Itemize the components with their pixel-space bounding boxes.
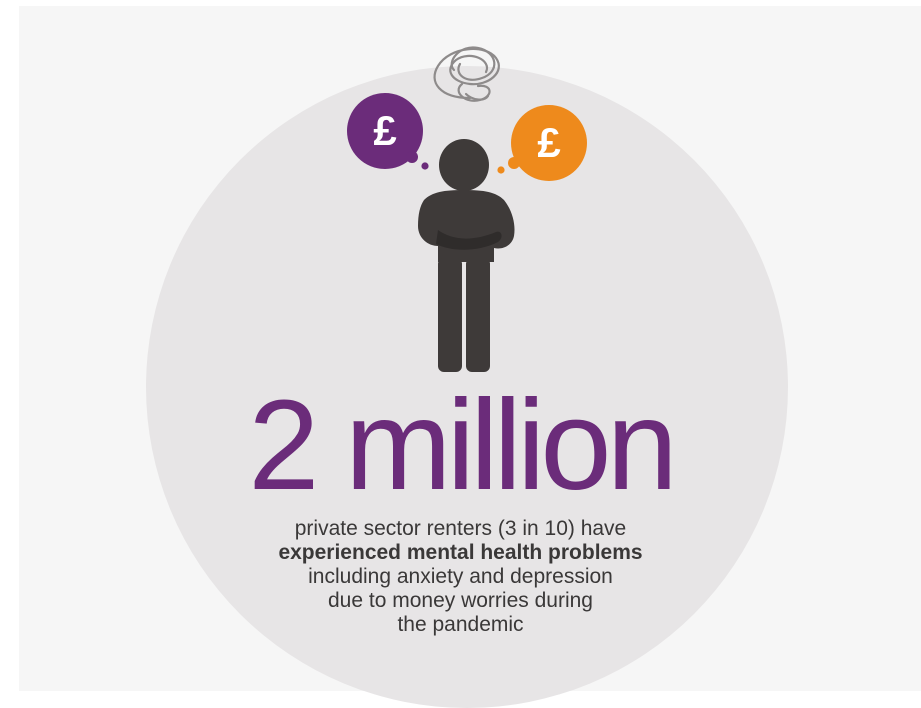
- caption-line: private sector renters (3 in 10) have: [294, 517, 627, 540]
- caption-line: due to money worries during: [328, 589, 593, 612]
- caption-line: the pandemic: [397, 613, 524, 636]
- pound-bubble-orange-icon: £: [497, 105, 587, 181]
- pound-bubble-purple-icon: £: [347, 93, 429, 170]
- headline-figure: 2 million: [248, 374, 678, 517]
- svg-text:£: £: [373, 107, 396, 154]
- caption-emphasis: experienced mental health problems: [278, 541, 643, 564]
- worry-scribble-icon: [433, 46, 500, 102]
- svg-text:£: £: [537, 119, 560, 166]
- worried-person-icon: [418, 139, 515, 372]
- caption: private sector renters (3 in 10) have ex…: [0, 517, 921, 637]
- caption-line: including anxiety and depression: [308, 565, 613, 588]
